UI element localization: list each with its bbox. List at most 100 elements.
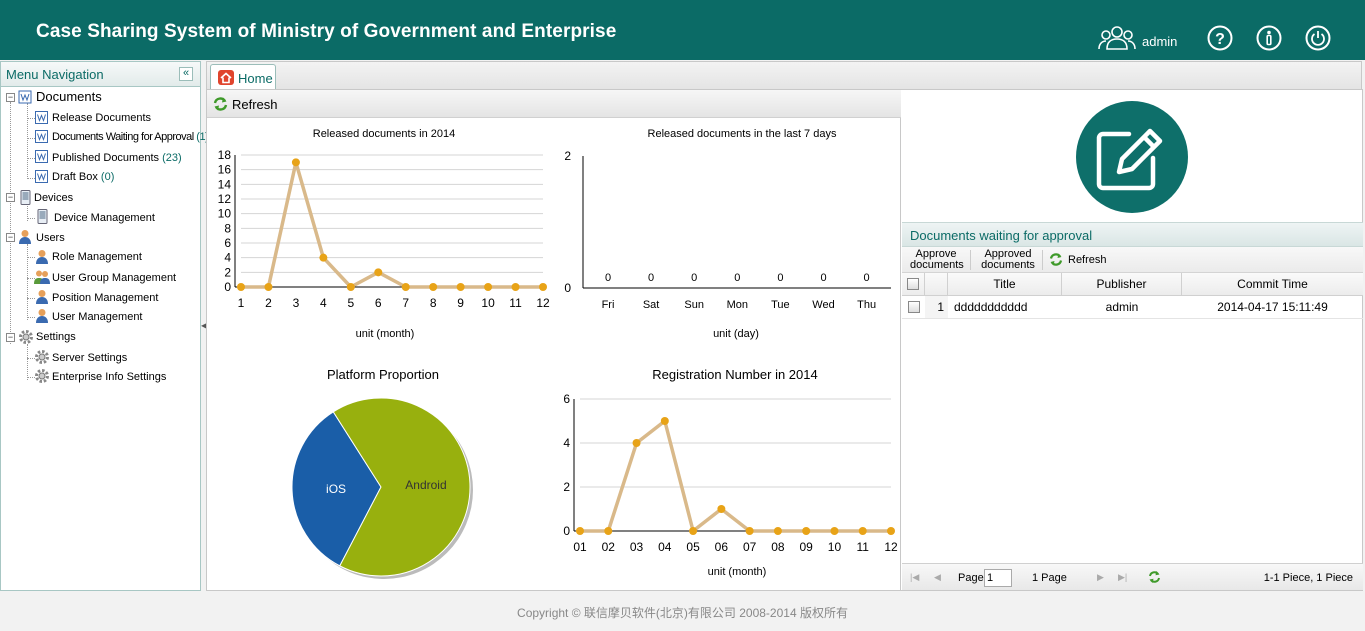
next-page-icon[interactable]: ▶ <box>1097 572 1104 582</box>
refresh-icon[interactable] <box>1147 570 1162 584</box>
sidebar-item-label: Enterprise Info Settings <box>52 371 167 383</box>
user-icon <box>36 309 48 323</box>
y-tick-label: 8 <box>224 221 231 235</box>
data-point <box>429 283 438 291</box>
x-tick-label: 8 <box>430 296 437 310</box>
prev-page-icon[interactable]: ◀ <box>934 572 941 582</box>
user-group-icon <box>34 270 50 284</box>
x-tick-label: Tue <box>771 299 790 311</box>
user-name[interactable]: admin <box>1142 34 1178 49</box>
data-point <box>802 527 811 535</box>
user-icon <box>19 230 31 244</box>
series-line <box>580 419 891 533</box>
splitter-arrow-icon: ◀ <box>201 321 208 330</box>
sidebar-group-documents[interactable]: Documents <box>36 89 102 104</box>
sidebar-item-waiting-approval[interactable]: Documents Waiting for Approval (1) <box>52 130 209 144</box>
row-checkbox[interactable] <box>902 296 925 318</box>
y-tick-label: 18 <box>218 148 232 162</box>
tab-home[interactable]: Home <box>210 64 276 90</box>
device-icon <box>37 209 48 224</box>
approve-documents-button[interactable]: Approve documents <box>910 249 964 271</box>
y-tick-label: 12 <box>218 192 232 206</box>
power-icon[interactable] <box>1305 25 1331 51</box>
item-count: (23) <box>162 152 182 164</box>
app-title: Case Sharing System of Ministry of Gover… <box>36 21 617 42</box>
sidebar-group-devices[interactable]: Devices <box>34 192 74 204</box>
toolbar-separator <box>970 250 971 270</box>
info-icon[interactable] <box>1256 25 1282 51</box>
pie-slice <box>332 397 471 577</box>
y-tick-label: 0 <box>224 280 231 294</box>
sidebar-header: Menu Navigation « <box>1 62 200 87</box>
sidebar-item-label: Position Management <box>52 292 159 304</box>
sidebar-item-role-management[interactable]: Role Management <box>52 250 142 264</box>
sidebar-item-published-documents[interactable]: Published Documents (23) <box>52 151 182 165</box>
dashboard-toolbar: Refresh <box>207 90 901 118</box>
device-icon <box>20 190 31 205</box>
expander-devices[interactable]: − <box>6 192 15 202</box>
x-axis-label: unit (month) <box>708 566 767 578</box>
toolbar-separator <box>1042 250 1043 270</box>
sidebar-item-position-management[interactable]: Position Management <box>52 291 158 305</box>
dashboard-panel: Refresh Released documents in 2014 0 2 4 6 8 1… <box>207 90 901 590</box>
approved-documents-button[interactable]: Approved documents <box>980 249 1036 271</box>
x-tick-label: Fri <box>602 299 615 311</box>
data-point <box>773 527 782 535</box>
data-point <box>604 527 613 535</box>
sidebar-item-label: User Group Management <box>52 272 177 284</box>
document-icon <box>35 170 48 183</box>
x-axis-label: unit (month) <box>356 328 415 340</box>
chart-title: Released documents in 2014 <box>313 128 455 140</box>
expander-settings[interactable]: − <box>6 332 15 342</box>
sidebar-item-device-management[interactable]: Device Management <box>54 211 155 225</box>
pie-label: Android <box>405 478 446 492</box>
sidebar-item-release-documents[interactable]: Release Documents <box>52 111 151 125</box>
cell-publisher: admin <box>1105 300 1139 314</box>
expander-documents[interactable]: − <box>6 92 15 102</box>
sidebar-item-label: Role Management <box>52 251 142 263</box>
x-tick-label: 05 <box>686 540 700 554</box>
refresh-button[interactable]: Refresh <box>212 96 278 115</box>
sidebar-item-user-management[interactable]: User Management <box>52 310 143 324</box>
users-icon[interactable] <box>1098 25 1136 51</box>
help-icon[interactable]: ? <box>1207 25 1233 51</box>
expander-users[interactable]: − <box>6 232 15 242</box>
data-label: 0 <box>648 272 654 284</box>
sidebar-item-user-group-management[interactable]: User Group Management <box>52 271 176 285</box>
x-tick-label: 03 <box>630 540 644 554</box>
table-row[interactable]: 1 ddddddddddd admin 2014-04-17 15:11:49 <box>902 296 1363 319</box>
approval-refresh-button[interactable]: Refresh <box>1048 252 1107 270</box>
sidebar-item-server-settings[interactable]: Server Settings <box>52 351 127 365</box>
x-tick-label: 09 <box>800 540 814 554</box>
data-point <box>858 527 867 535</box>
data-point <box>264 283 273 291</box>
column-header-commit-time[interactable]: Commit Time <box>1237 277 1308 291</box>
data-point <box>456 283 465 291</box>
first-page-icon[interactable]: |◀ <box>910 572 920 582</box>
splitter-handle[interactable]: ◀ <box>201 61 208 591</box>
sidebar-item-label: Device Management <box>54 212 155 224</box>
sidebar-item-draft-box[interactable]: Draft Box (0) <box>52 170 114 184</box>
button-label: Approved <box>984 248 1032 260</box>
collapse-icon[interactable]: « <box>179 67 193 81</box>
sidebar-group-settings[interactable]: Settings <box>36 331 76 343</box>
y-tick-label: 4 <box>224 251 231 265</box>
item-count: (0) <box>100 171 115 183</box>
page-label: Page <box>958 572 984 584</box>
sidebar-group-users[interactable]: Users <box>36 232 65 244</box>
sidebar-item-enterprise-info-settings[interactable]: Enterprise Info Settings <box>52 370 166 384</box>
page-number-input[interactable] <box>984 569 1012 587</box>
chart-title: Registration Number in 2014 <box>652 367 817 382</box>
x-tick-label: 9 <box>457 296 464 310</box>
footer-copyright: Copyright © 联信摩贝软件(北京)有限公司 2008-2014 版权所… <box>517 606 848 620</box>
column-header-title[interactable]: Title <box>948 273 1062 296</box>
x-tick-label: 10 <box>828 540 842 554</box>
last-page-icon[interactable]: ▶| <box>1118 572 1128 582</box>
data-point <box>717 505 726 513</box>
column-header-publisher[interactable]: Publisher <box>1062 273 1182 296</box>
select-all-checkbox[interactable] <box>902 273 925 296</box>
data-point <box>830 527 839 535</box>
y-tick-label: 2 <box>564 149 571 163</box>
data-point <box>319 253 328 262</box>
edit-document-icon[interactable] <box>1075 100 1189 214</box>
